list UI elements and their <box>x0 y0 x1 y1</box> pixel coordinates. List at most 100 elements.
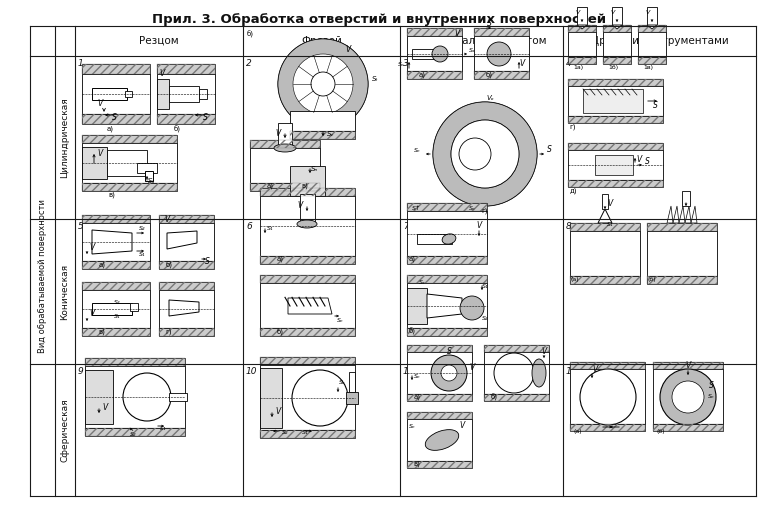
Bar <box>159 261 214 269</box>
Bar <box>407 275 487 283</box>
Bar <box>407 275 487 283</box>
Bar <box>407 71 462 79</box>
Text: (б): (б) <box>647 277 656 281</box>
Bar <box>82 282 150 290</box>
Bar <box>484 394 549 401</box>
Bar <box>568 57 596 64</box>
Bar <box>568 180 663 187</box>
Bar <box>82 261 150 269</box>
Text: V: V <box>102 403 108 412</box>
Text: S₂: S₂ <box>130 431 136 436</box>
Bar <box>484 345 549 352</box>
Bar <box>638 25 666 32</box>
Circle shape <box>459 138 491 170</box>
Bar <box>159 261 214 269</box>
Bar <box>653 362 723 369</box>
Circle shape <box>433 102 537 206</box>
Polygon shape <box>612 25 622 29</box>
Bar <box>474 28 529 36</box>
Polygon shape <box>577 25 587 29</box>
Bar <box>407 461 472 468</box>
Text: S₁: S₁ <box>149 178 155 184</box>
Text: V: V <box>164 214 170 224</box>
Bar <box>92 303 132 315</box>
Bar <box>260 275 355 283</box>
Bar <box>638 57 666 64</box>
Bar <box>407 328 487 336</box>
Text: Sₙ: Sₙ <box>468 206 475 212</box>
Bar <box>82 114 150 124</box>
Bar <box>568 25 596 32</box>
Text: V: V <box>592 365 597 374</box>
Bar <box>260 357 355 365</box>
Text: V: V <box>519 60 525 69</box>
Bar <box>159 328 214 336</box>
Text: V: V <box>89 243 95 252</box>
Text: (а): (а) <box>574 429 582 433</box>
Ellipse shape <box>297 220 317 228</box>
Text: V: V <box>576 10 580 16</box>
Bar <box>568 32 596 57</box>
Polygon shape <box>673 206 679 223</box>
Text: Вид обрабатываемой поверхности: Вид обрабатываемой поверхности <box>38 199 47 353</box>
Polygon shape <box>691 206 697 223</box>
Bar <box>125 91 132 97</box>
Bar <box>407 256 487 264</box>
Bar <box>260 283 355 328</box>
Bar <box>568 143 663 150</box>
Bar <box>278 123 292 148</box>
Bar <box>638 32 666 57</box>
Bar <box>250 140 320 148</box>
Bar <box>260 188 355 196</box>
Text: б): б) <box>174 125 180 133</box>
Bar <box>653 424 723 431</box>
Text: 4: 4 <box>566 59 572 68</box>
Text: Sₙ: Sₙ <box>708 395 714 399</box>
Text: V: V <box>611 10 615 16</box>
Text: в): в) <box>108 192 115 198</box>
Bar <box>260 188 355 196</box>
Bar <box>612 7 622 25</box>
Polygon shape <box>167 231 197 249</box>
Bar <box>260 328 355 336</box>
Bar <box>603 32 631 57</box>
Circle shape <box>494 353 534 393</box>
Bar <box>484 352 549 394</box>
Bar <box>583 89 643 113</box>
Bar <box>157 74 215 114</box>
Bar <box>82 135 177 143</box>
Bar <box>568 25 596 32</box>
Text: Другими инструментами: Другими инструментами <box>590 36 728 46</box>
Text: Sₜ: Sₜ <box>371 76 378 82</box>
Text: а): а) <box>414 394 421 400</box>
Bar <box>169 86 199 102</box>
Bar <box>260 357 355 365</box>
Text: а): а) <box>418 72 425 78</box>
Circle shape <box>311 72 335 96</box>
Polygon shape <box>667 206 673 223</box>
Text: S: S <box>644 158 650 167</box>
Bar <box>82 114 150 124</box>
Bar <box>169 393 187 401</box>
Bar <box>407 288 427 324</box>
Text: V: V <box>454 29 459 38</box>
Bar <box>82 290 150 328</box>
Bar <box>570 369 645 424</box>
Bar <box>159 282 214 290</box>
Text: S₁: S₁ <box>302 431 309 435</box>
Bar <box>260 256 355 264</box>
Bar <box>157 64 215 74</box>
Bar <box>82 215 150 223</box>
Text: б): б) <box>246 30 253 38</box>
Text: Коническая: Коническая <box>61 264 70 320</box>
Bar <box>407 345 472 352</box>
Bar <box>412 49 442 59</box>
Bar <box>603 25 631 32</box>
Text: S₂: S₂ <box>482 315 488 321</box>
Bar <box>145 171 153 181</box>
Bar <box>568 143 663 150</box>
Bar <box>570 424 645 431</box>
Text: Шлифовальным кругом: Шлифовальным кругом <box>416 36 547 46</box>
Text: V: V <box>685 362 691 370</box>
Text: Фрезой: Фрезой <box>301 36 342 46</box>
